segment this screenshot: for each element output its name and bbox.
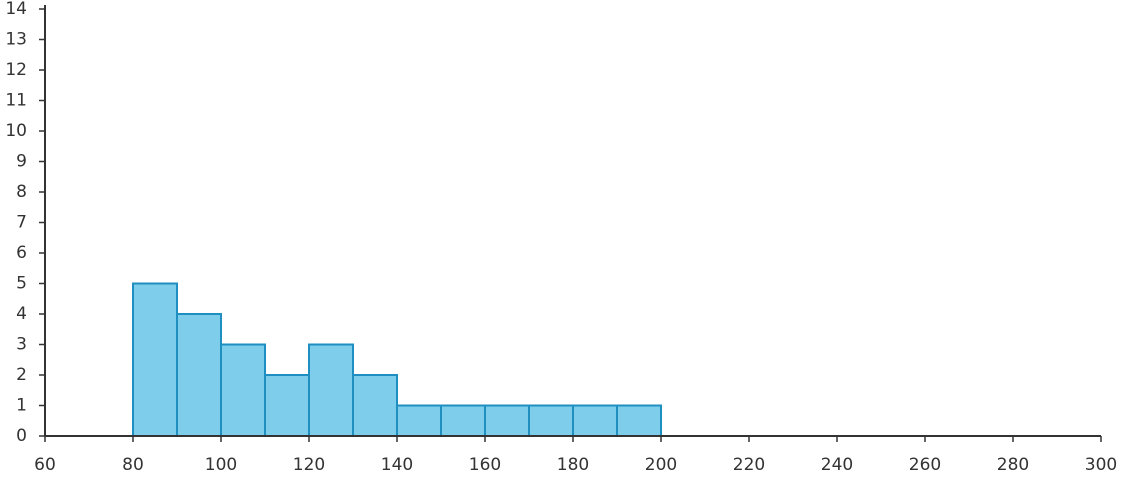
bar — [616, 404, 662, 437]
y-tick-label: 11 — [5, 91, 27, 111]
y-tick-label: 9 — [16, 152, 27, 172]
x-tick-label: 80 — [122, 455, 144, 475]
y-tick-label: 8 — [16, 182, 27, 202]
y-tick-label: 1 — [16, 396, 27, 416]
x-tick-label: 200 — [645, 455, 677, 475]
y-tick-label: 14 — [5, 0, 27, 19]
y-tick-label: 0 — [16, 426, 27, 446]
bar — [132, 282, 178, 437]
y-tick-label: 10 — [5, 121, 27, 141]
x-tick-label: 60 — [34, 455, 56, 475]
x-tick-label: 180 — [557, 455, 589, 475]
x-tick-label: 100 — [205, 455, 237, 475]
y-tick-label: 2 — [16, 365, 27, 385]
x-tick-label: 140 — [381, 455, 413, 475]
bar — [264, 374, 310, 437]
y-tick-label: 12 — [5, 60, 27, 80]
bar — [484, 404, 530, 437]
x-tick-label: 300 — [1085, 455, 1117, 475]
y-tick-label: 3 — [16, 335, 27, 355]
bar — [176, 313, 222, 437]
y-tick-label: 4 — [16, 304, 27, 324]
bar — [572, 404, 618, 437]
bar — [308, 343, 354, 437]
y-tick-label: 5 — [16, 274, 27, 294]
x-tick-label: 160 — [469, 455, 501, 475]
bar — [352, 374, 398, 437]
bar — [528, 404, 574, 437]
x-tick-label: 260 — [909, 455, 941, 475]
bar — [396, 404, 442, 437]
y-tick-label: 13 — [5, 30, 27, 50]
y-tick-label: 6 — [16, 243, 27, 263]
x-tick-label: 220 — [733, 455, 765, 475]
x-tick-label: 280 — [997, 455, 1029, 475]
x-tick-label: 240 — [821, 455, 853, 475]
bar — [220, 343, 266, 437]
x-tick-label: 120 — [293, 455, 325, 475]
bar — [440, 404, 486, 437]
y-tick-label: 7 — [16, 213, 27, 233]
